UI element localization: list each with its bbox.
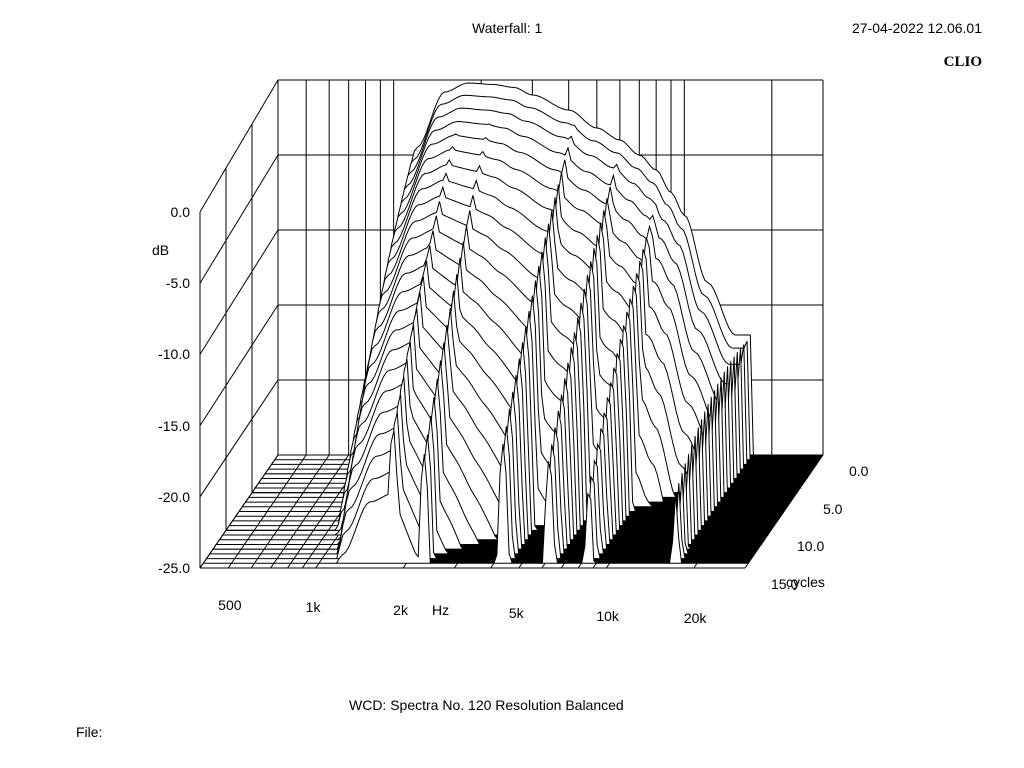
left-wall-level-gridline: [199, 79, 279, 213]
waterfall-slices: [203, 82, 823, 564]
x-tick-label: 5k: [508, 605, 524, 622]
y-tick-label: -20.0: [158, 488, 190, 505]
chart-title: Waterfall: 1: [472, 20, 543, 36]
z-tick-label: 10.0: [797, 538, 825, 555]
y-axis-title: dB: [152, 242, 170, 258]
waterfall-slice: [206, 412, 752, 560]
z-tick-label: 5.0: [823, 500, 843, 517]
z-tick-label: 0.0: [849, 463, 869, 479]
x-tick-label: 500: [218, 596, 242, 613]
x-tick-label: 1k: [305, 599, 321, 616]
x-tick-label: 10k: [596, 607, 619, 624]
left-wall-level-gridline: [199, 304, 279, 426]
waterfall-slice: [203, 430, 749, 564]
x-tick-label: 20k: [683, 610, 707, 627]
waterfall-slice: [209, 394, 756, 555]
y-tick-label: -15.0: [158, 417, 190, 434]
left-wall-level-gridline: [199, 379, 279, 498]
timestamp: 27-04-2022 12.06.01: [852, 20, 982, 36]
z-axis-title: cycles: [786, 574, 825, 590]
y-tick-label: -25.0: [158, 560, 190, 576]
y-tick-label: -5.0: [165, 275, 190, 292]
left-wall-level-gridline: [199, 229, 279, 355]
footer-info: WCD: Spectra No. 120 Resolution Balanced: [349, 697, 624, 713]
brand-logo: CLIO: [943, 54, 982, 70]
z-tick-label: 15.0: [771, 576, 799, 592]
x-tick-label: 2k: [393, 601, 408, 618]
file-label: File:: [76, 724, 103, 740]
left-wall-level-gridline: [199, 154, 279, 284]
x-axis-title: Hz: [432, 602, 450, 618]
y-tick-label: -10.0: [158, 346, 190, 363]
y-tick-label: 0.0: [170, 204, 190, 220]
